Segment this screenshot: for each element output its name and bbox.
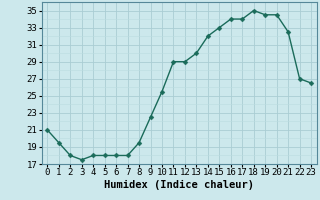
X-axis label: Humidex (Indice chaleur): Humidex (Indice chaleur) — [104, 180, 254, 190]
